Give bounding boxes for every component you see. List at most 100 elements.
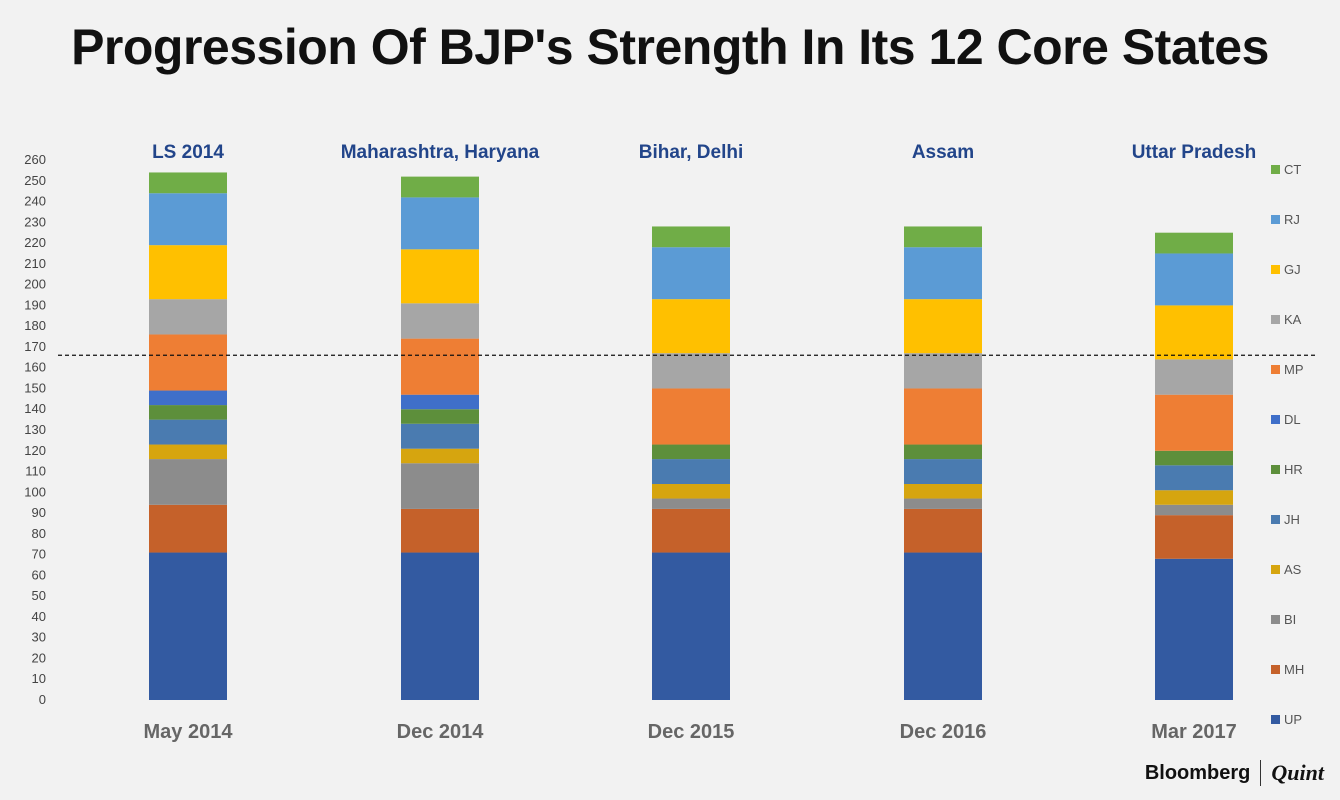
legend-label: RJ bbox=[1284, 212, 1300, 227]
bar-segment-ka bbox=[401, 303, 479, 339]
legend-label: CT bbox=[1284, 162, 1301, 177]
y-tick-label: 10 bbox=[32, 671, 46, 686]
bars bbox=[149, 172, 1233, 700]
x-tick-label: Dec 2014 bbox=[397, 721, 485, 743]
legend-swatch bbox=[1271, 365, 1280, 374]
y-tick-label: 90 bbox=[32, 505, 46, 520]
bar-segment-ct bbox=[904, 226, 982, 248]
y-tick-label: 160 bbox=[24, 360, 46, 375]
bar-annotation: Uttar Pradesh bbox=[1132, 142, 1257, 163]
bar-segment-rj bbox=[1155, 253, 1233, 306]
y-tick-label: 60 bbox=[32, 567, 46, 582]
y-tick-label: 260 bbox=[24, 152, 46, 167]
bar-segment-up bbox=[904, 552, 982, 700]
y-tick-label: 40 bbox=[32, 609, 46, 624]
bar-segment-bi bbox=[401, 463, 479, 509]
legend-swatch bbox=[1271, 415, 1280, 424]
bar-segment-mp bbox=[149, 334, 227, 391]
bar-segment-as bbox=[652, 484, 730, 499]
bar-segment-as bbox=[149, 444, 227, 460]
bar-segment-ka bbox=[1155, 359, 1233, 395]
y-tick-label: 0 bbox=[39, 692, 46, 707]
x-tick-label: May 2014 bbox=[144, 721, 234, 743]
legend-swatch bbox=[1271, 665, 1280, 674]
y-axis: 0 10 20 30 40 50 60 70 80 90 100 110 120 130 140 150 160… bbox=[24, 152, 46, 707]
bar-segment-gj bbox=[149, 245, 227, 300]
bar-segment-ct bbox=[401, 176, 479, 198]
legend-swatch bbox=[1271, 515, 1280, 524]
bar-segment-rj bbox=[149, 193, 227, 246]
x-tick-label: Dec 2015 bbox=[648, 721, 735, 743]
bar-segment-mh bbox=[1155, 515, 1233, 559]
y-tick-label: 130 bbox=[24, 422, 46, 437]
legend-label: MH bbox=[1284, 662, 1304, 677]
legend-label: HR bbox=[1284, 462, 1303, 477]
bar-segment-jh bbox=[904, 459, 982, 484]
bar-segment-dl bbox=[401, 394, 479, 410]
bar-segment-ka bbox=[904, 353, 982, 389]
bar-segment-hr bbox=[149, 405, 227, 420]
legend-swatch bbox=[1271, 715, 1280, 724]
bar-segment-mh bbox=[401, 508, 479, 553]
legend-label: DL bbox=[1284, 412, 1301, 427]
legend-label: JH bbox=[1284, 512, 1300, 527]
legend-label: AS bbox=[1284, 562, 1302, 577]
y-tick-label: 30 bbox=[32, 630, 46, 645]
legend-swatch bbox=[1271, 465, 1280, 474]
bar-annotation: Maharashtra, Haryana bbox=[341, 142, 540, 163]
bar-segment-hr bbox=[1155, 450, 1233, 466]
y-tick-label: 80 bbox=[32, 526, 46, 541]
bar-segment-hr bbox=[401, 409, 479, 424]
brand-separator bbox=[1260, 760, 1262, 786]
bar-segment-mp bbox=[1155, 394, 1233, 451]
y-tick-label: 200 bbox=[24, 277, 46, 292]
bar-segment-jh bbox=[149, 419, 227, 445]
bar-segment-mh bbox=[904, 508, 982, 553]
bar-segment-jh bbox=[652, 459, 730, 484]
bar-segment-as bbox=[401, 448, 479, 464]
bar-segment-gj bbox=[1155, 305, 1233, 360]
y-tick-label: 210 bbox=[24, 256, 46, 271]
brand-logo: Bloomberg Quint bbox=[1145, 760, 1324, 786]
bar-annotation: LS 2014 bbox=[152, 142, 224, 163]
y-tick-label: 220 bbox=[24, 235, 46, 250]
y-tick-label: 110 bbox=[25, 464, 46, 479]
bar-segment-hr bbox=[904, 444, 982, 460]
bar-segment-mh bbox=[652, 508, 730, 553]
bar-segment-ka bbox=[149, 299, 227, 335]
y-tick-label: 100 bbox=[24, 484, 46, 499]
y-tick-label: 170 bbox=[24, 339, 46, 354]
bar-segment-gj bbox=[652, 299, 730, 354]
y-tick-label: 120 bbox=[24, 443, 46, 458]
legend-label: BI bbox=[1284, 612, 1296, 627]
bar-segment-up bbox=[652, 552, 730, 700]
bar-segment-as bbox=[904, 484, 982, 499]
x-tick-label: Mar 2017 bbox=[1151, 721, 1237, 743]
legend-label: UP bbox=[1284, 712, 1302, 727]
bar-segment-as bbox=[1155, 490, 1233, 505]
legend-swatch bbox=[1271, 165, 1280, 174]
bar-annotation: Bihar, Delhi bbox=[639, 142, 744, 163]
legend-swatch bbox=[1271, 315, 1280, 324]
bar-segment-ct bbox=[1155, 232, 1233, 254]
chart-title: Progression Of BJP's Strength In Its 12 … bbox=[71, 19, 1269, 75]
y-tick-label: 180 bbox=[24, 318, 46, 333]
bar-segment-rj bbox=[904, 247, 982, 300]
legend-label: GJ bbox=[1284, 262, 1301, 277]
bar-segment-gj bbox=[904, 299, 982, 354]
legend-label: MP bbox=[1284, 362, 1304, 377]
brand-bloomberg: Bloomberg bbox=[1144, 761, 1251, 784]
y-tick-label: 230 bbox=[24, 214, 46, 229]
x-axis: May 2014 Dec 2014 Dec 2015 Dec 2016 Mar 2017 bbox=[144, 721, 1237, 743]
bar-segment-jh bbox=[401, 423, 479, 449]
legend-swatch bbox=[1271, 215, 1280, 224]
bar-segment-bi bbox=[904, 498, 982, 509]
y-tick-label: 250 bbox=[24, 173, 46, 188]
brand-quint: Quint bbox=[1271, 760, 1324, 785]
y-tick-label: 70 bbox=[32, 547, 46, 562]
bar-segment-jh bbox=[1155, 465, 1233, 491]
bar-segment-ct bbox=[149, 172, 227, 194]
bar-segment-up bbox=[1155, 558, 1233, 700]
bar-segment-bi bbox=[1155, 504, 1233, 516]
bar-segment-gj bbox=[401, 249, 479, 304]
